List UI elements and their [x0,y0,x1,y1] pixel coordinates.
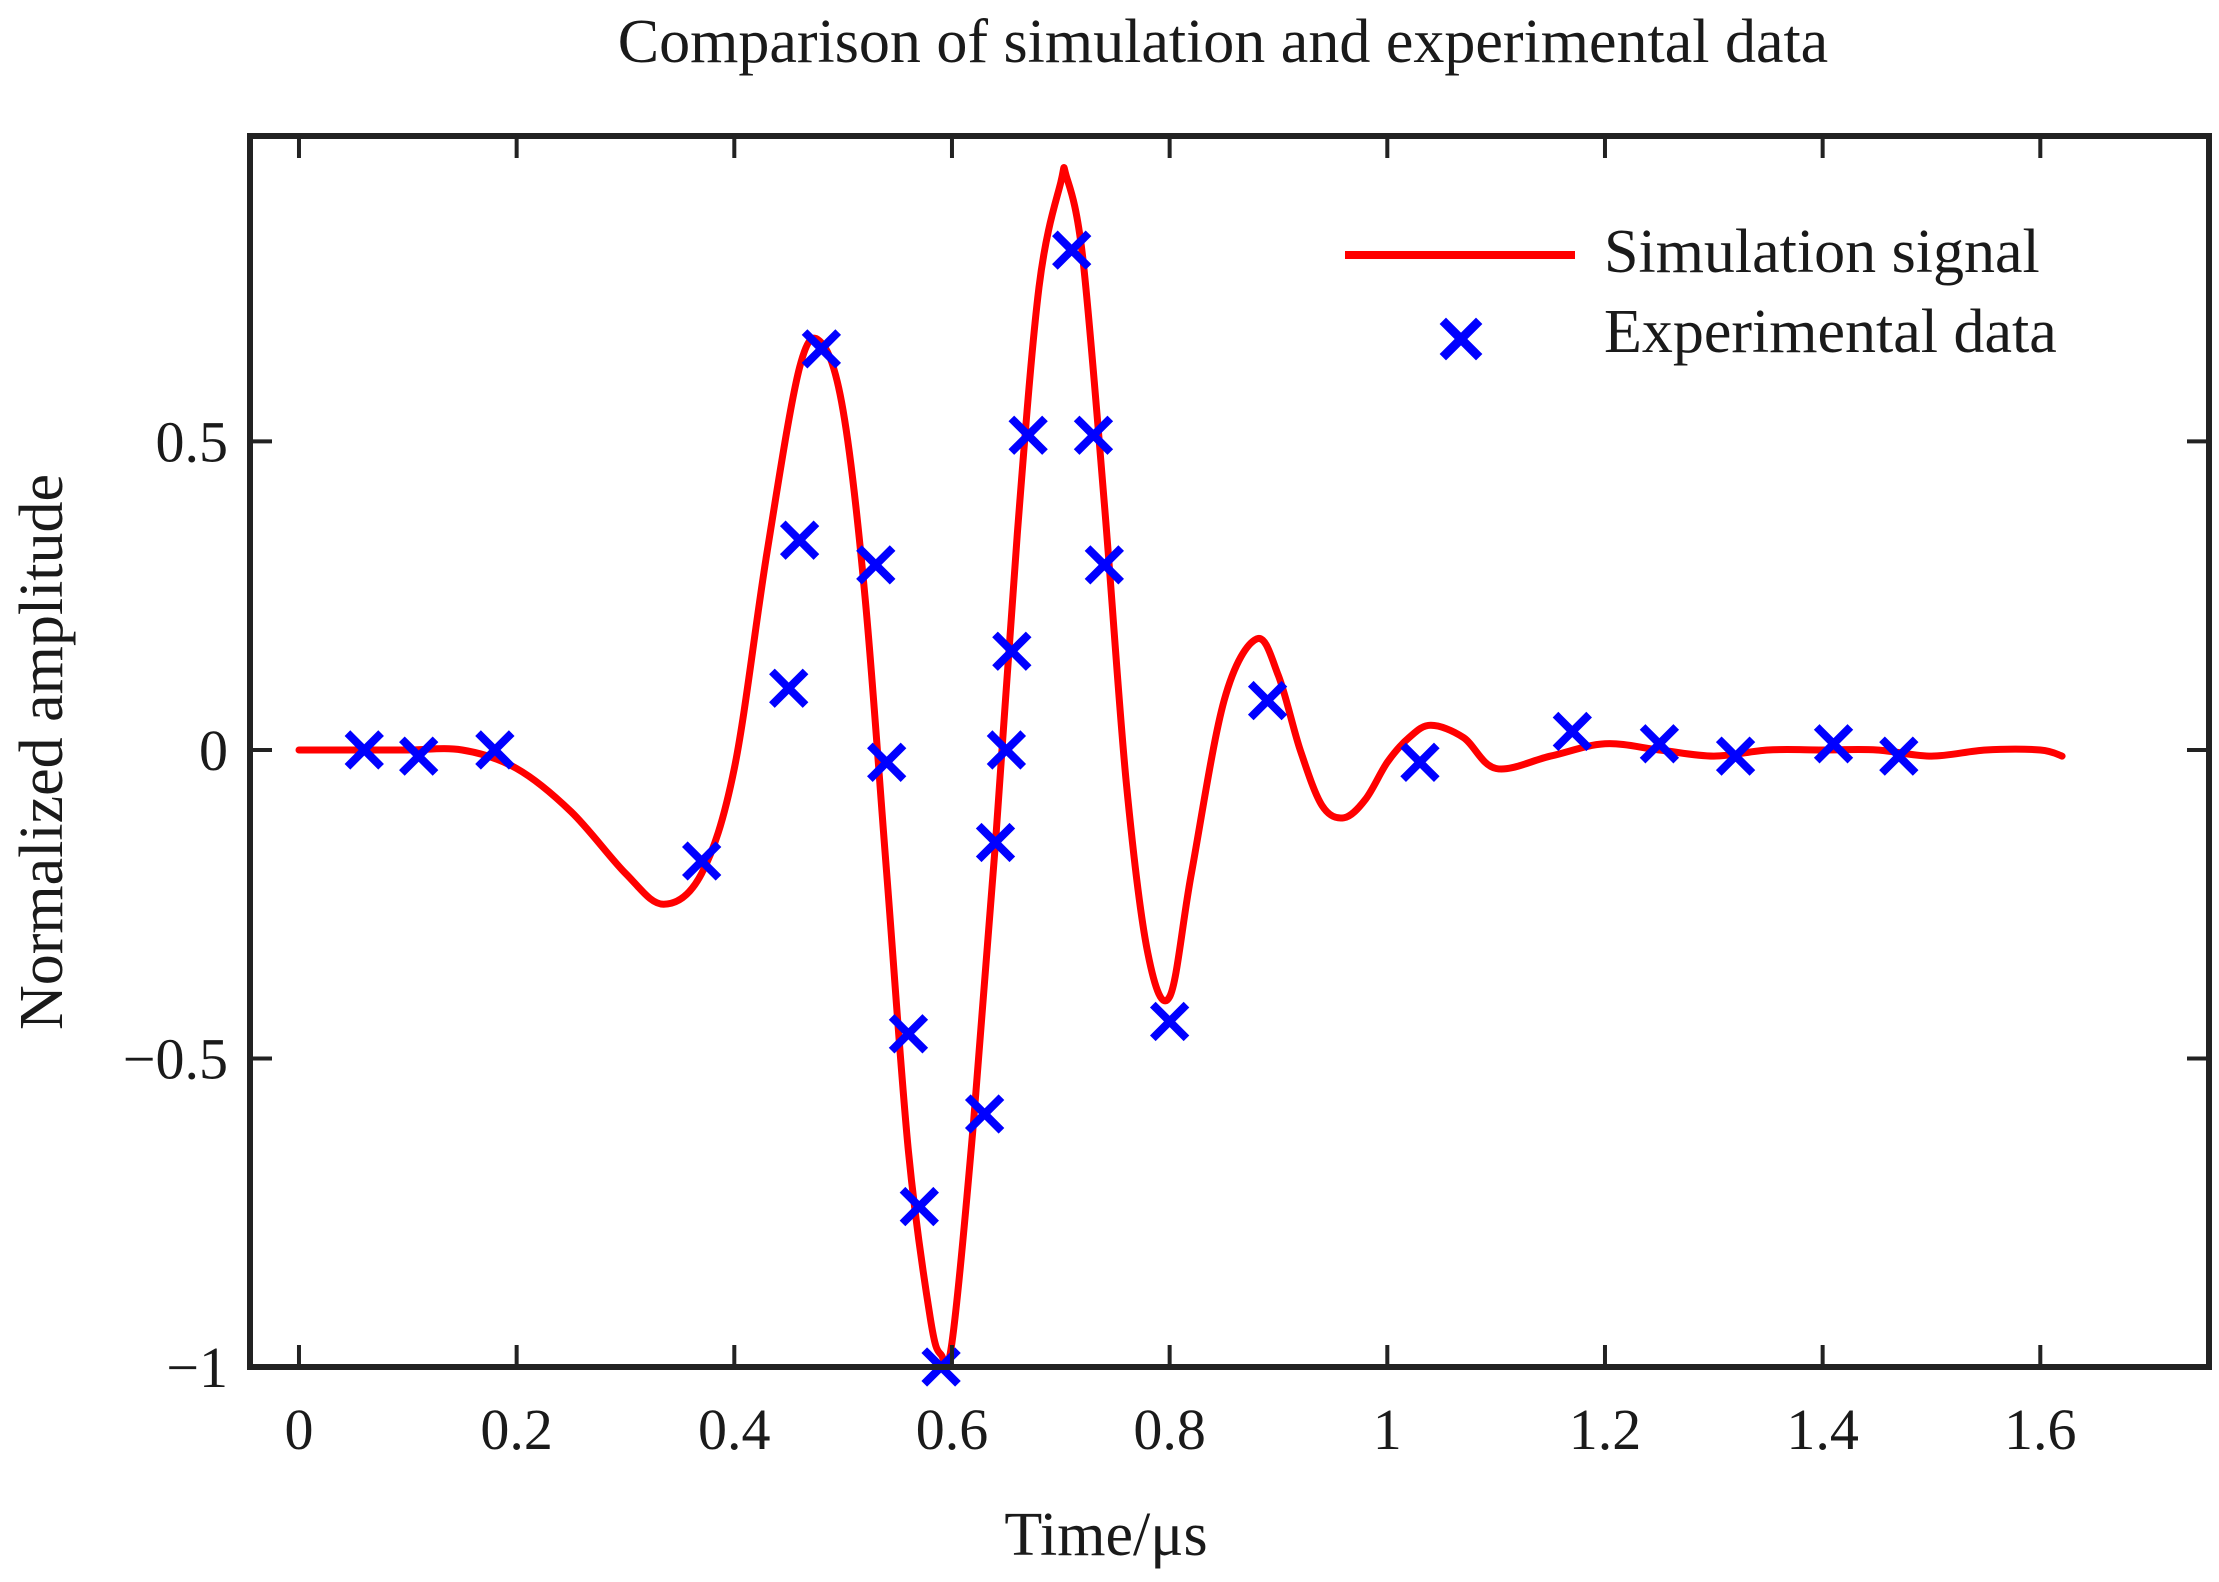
experimental-data-point [779,520,820,560]
experimental-data-point [964,1094,1005,1134]
experimental-data-point [856,545,896,585]
experimental-data-point [975,822,1016,863]
experimental-data-point [1247,680,1288,721]
experimental-data-point [399,736,439,776]
y-axis-label: Normalized amplitude [8,474,76,1030]
x-tick-label: 0 [284,1397,313,1462]
experimental-data-point [769,668,809,708]
legend-experimental-swatch [1439,317,1483,361]
x-tick-label: 1 [1373,1397,1402,1462]
y-tick-label: 0.5 [156,409,229,474]
y-tick-label: −0.5 [123,1026,228,1091]
x-axis-label: Time/μs [1004,1501,1207,1569]
experimental-data-point [1552,711,1592,752]
legend-simulation-label: Simulation signal [1604,218,2040,286]
experimental-data-point [1008,415,1048,455]
plot-data-layer [295,164,2066,1387]
x-tick-label: 1.6 [2004,1397,2077,1462]
experimental-data-point [1879,736,1919,776]
experimental-data-point [1639,724,1680,764]
x-tick-label: 0.6 [916,1397,989,1462]
experimental-data-point [475,730,515,770]
legend-experimental-label: Experimental data [1604,298,2057,366]
legend: Simulation signal Experimental data [1345,218,2057,366]
x-tick-label: 0.8 [1133,1397,1206,1462]
experimental-data-point [888,1014,929,1054]
simulation-signal-line [295,164,2066,1369]
experimental-data-point [344,730,384,770]
experimental-data-point [1073,415,1114,455]
experimental-data-point [899,1186,939,1227]
y-tick-label: 0 [199,718,228,783]
experimental-data-point [1400,742,1440,782]
experimental-data-point [1149,1001,1190,1042]
y-tick-label: −1 [166,1335,228,1400]
experimental-data-point [682,841,722,881]
experimental-data-point [986,730,1027,770]
chart-title: Comparison of simulation and experimenta… [618,8,1828,76]
experimental-data-point [1052,230,1092,270]
x-tick-label: 1.4 [1786,1397,1859,1462]
plot-frame [247,133,2212,1370]
experimental-data-point [992,631,1032,671]
experimental-data-point [1715,736,1756,776]
axis-ticks: 0 0.2 0.4 0.6 0.8 1 1.2 1.4 1.6 −1 −0.5 0 0.5 [123,136,2209,1462]
experimental-data-point [1084,545,1124,585]
experimental-data-point [1813,724,1854,764]
experimental-data-point [867,742,907,782]
x-tick-label: 0.4 [698,1397,771,1462]
x-tick-label: 0.2 [480,1397,553,1462]
x-tick-label: 1.2 [1569,1397,1642,1462]
experimental-data-point [801,329,842,369]
